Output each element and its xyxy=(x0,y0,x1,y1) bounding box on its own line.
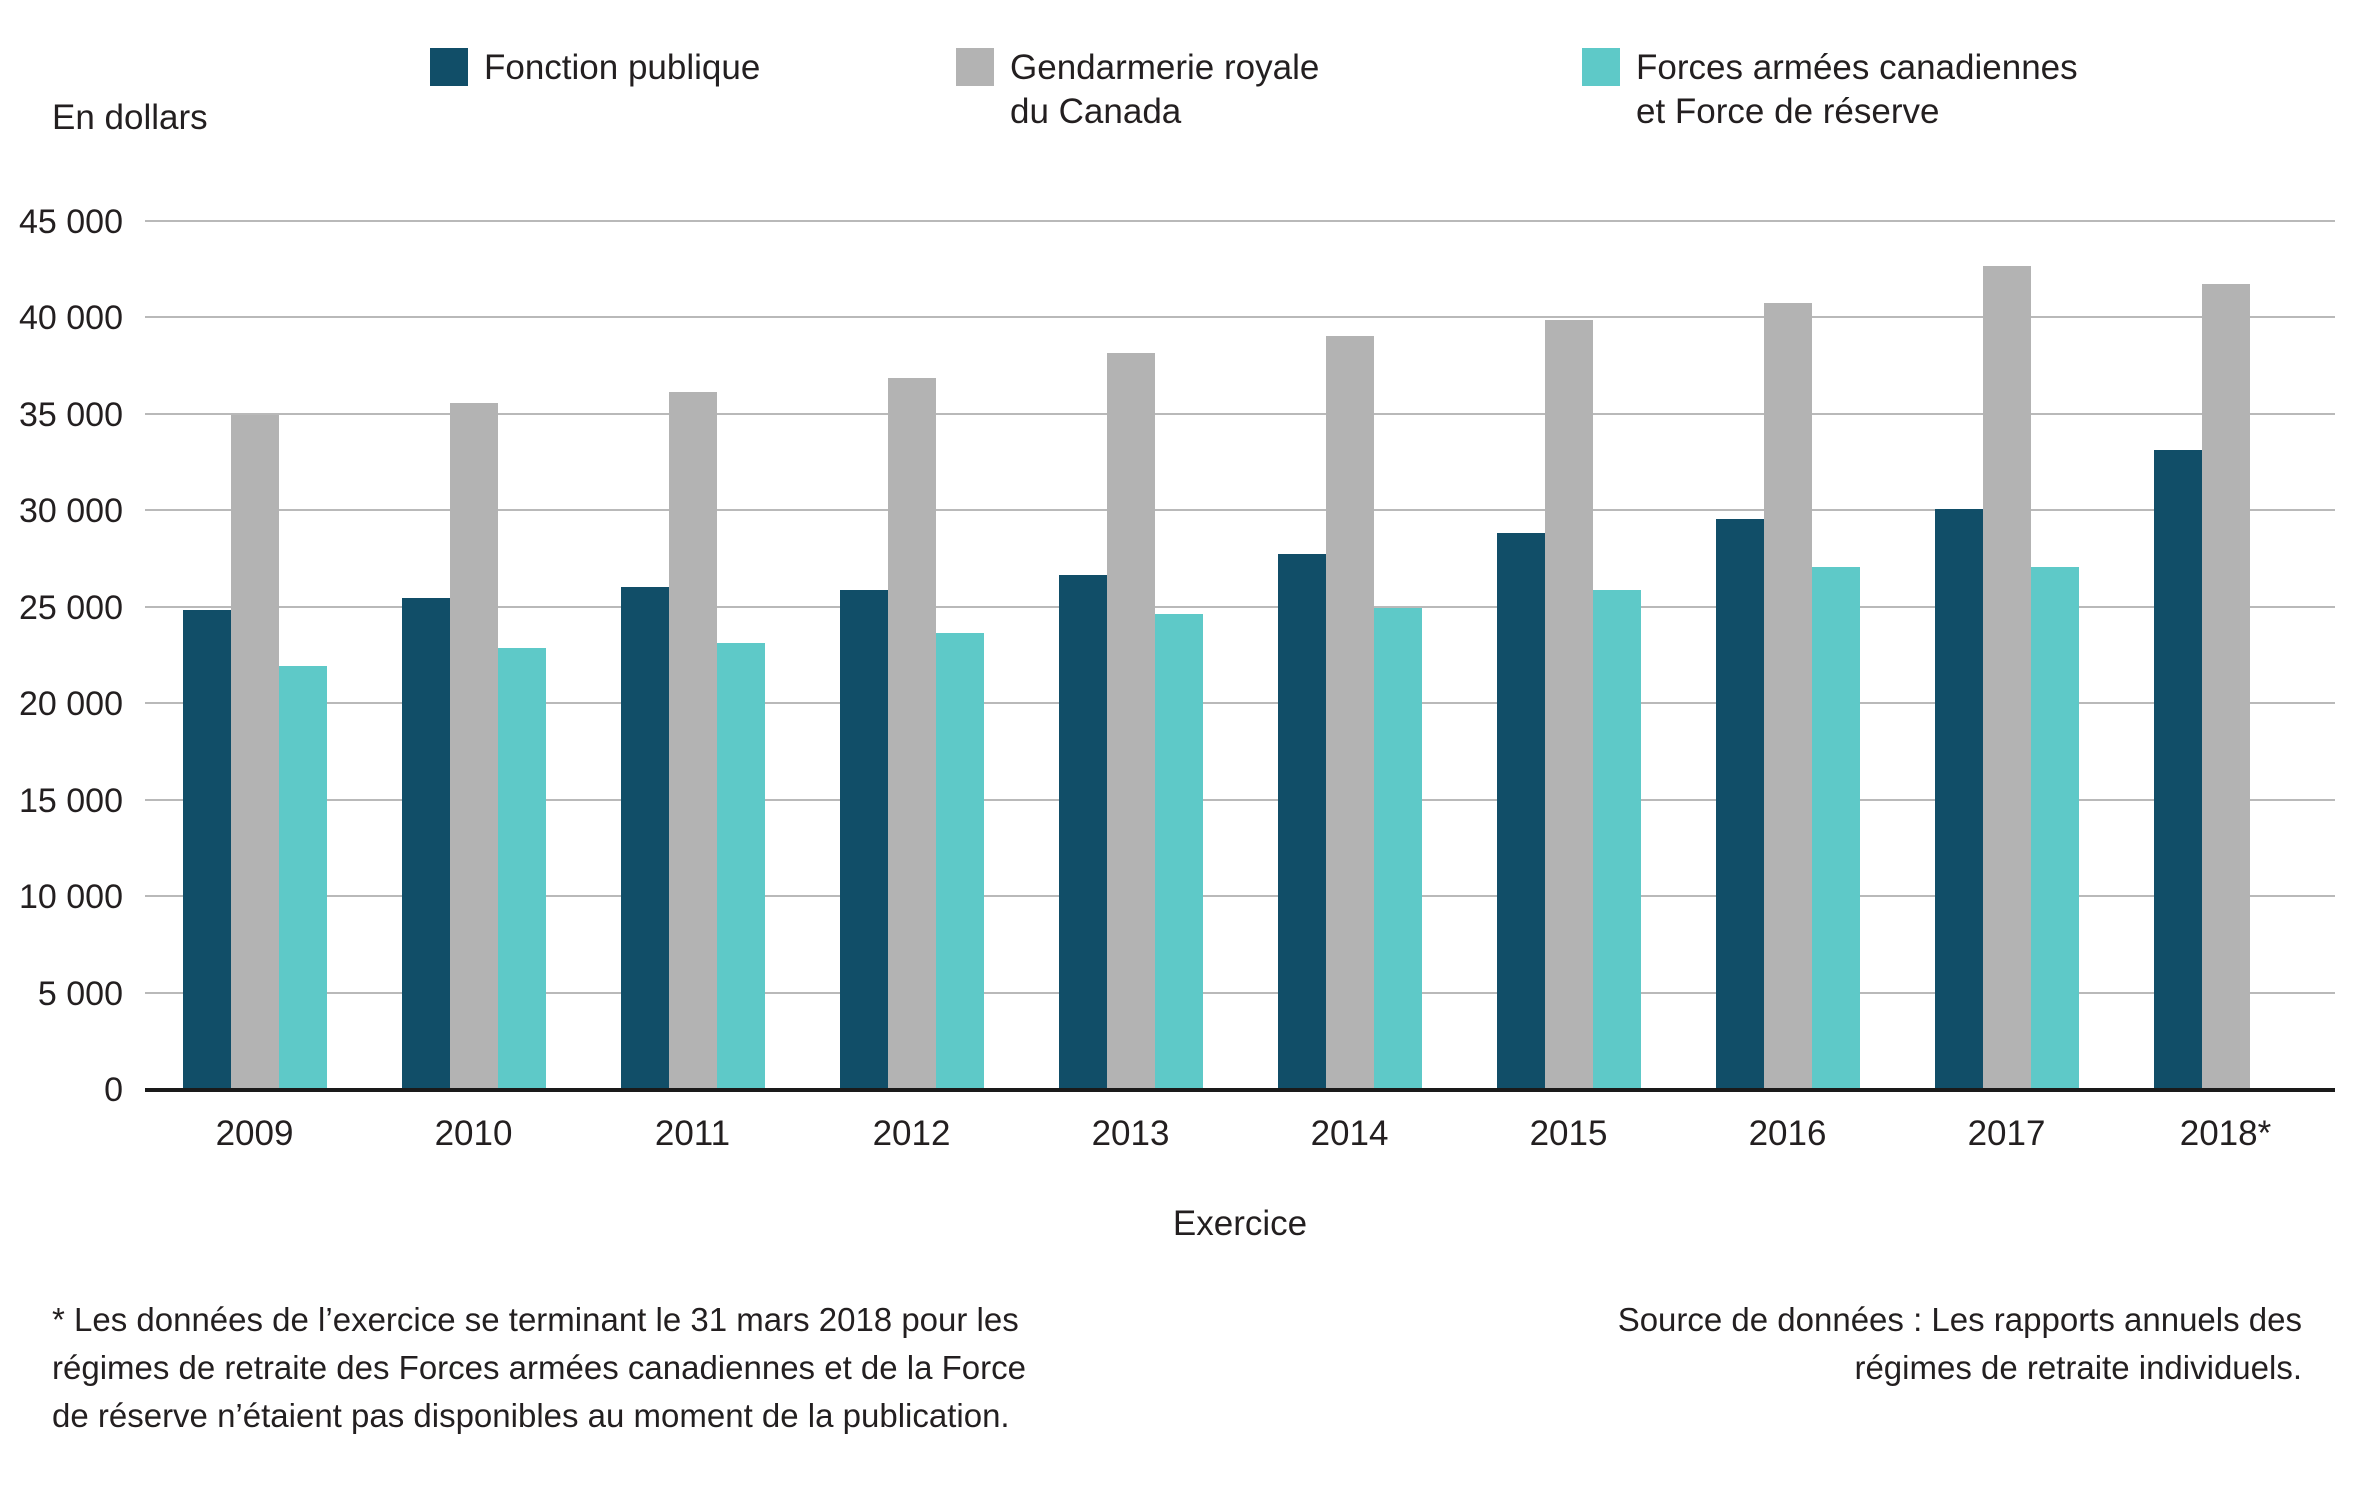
gridline xyxy=(145,991,2335,994)
x-tick-label: 2009 xyxy=(215,1114,294,1153)
bar xyxy=(497,648,546,1090)
legend-label: Fonction publique xyxy=(484,48,761,87)
x-tick-label: 2010 xyxy=(434,1114,513,1153)
y-tick-label: 30 000 xyxy=(19,492,123,531)
bar-group-2016 xyxy=(1715,222,1860,1090)
bar-group-2015 xyxy=(1496,222,1641,1090)
y-tick-label: 5 000 xyxy=(37,974,123,1013)
bar-group-2010 xyxy=(401,222,546,1090)
bar xyxy=(1934,509,1983,1090)
x-axis-line xyxy=(145,1088,2335,1092)
gridline xyxy=(145,412,2335,415)
bar xyxy=(887,378,936,1090)
bar xyxy=(401,598,450,1090)
gridline xyxy=(145,220,2335,222)
bar xyxy=(1058,575,1107,1090)
legend-swatch-fonction-publique xyxy=(430,48,468,86)
x-tick-label: 2016 xyxy=(1748,1114,1827,1153)
x-tick-label: 2015 xyxy=(1529,1114,1608,1153)
plot-area: 45 000 40 000 35 000 30 000 25 000 20 000 15 0… xyxy=(19,205,2335,1107)
bar xyxy=(620,586,669,1090)
bar-group-2018 xyxy=(2153,222,2298,1090)
legend-item-fonction-publique: Fonction publique xyxy=(430,46,760,90)
gridline xyxy=(145,605,2335,608)
x-tick-label: 2013 xyxy=(1091,1114,1170,1153)
bar xyxy=(1982,266,2031,1090)
y-tick-label: 20 000 xyxy=(19,685,123,724)
legend-item-forces-armees: Forces armées canadiennes et Force de ré… xyxy=(1582,46,2078,134)
bar-group-2013 xyxy=(1058,222,1203,1090)
bar xyxy=(1592,590,1641,1090)
x-axis-title: Exercice xyxy=(1172,1204,1308,1243)
legend-label: Forces armées canadiennes et Force de ré… xyxy=(1636,48,2078,131)
gridline xyxy=(145,895,2335,898)
bar xyxy=(182,609,231,1090)
legend-swatch-forces-armees xyxy=(1582,48,1620,86)
bar xyxy=(668,391,717,1090)
y-axis-title: En dollars xyxy=(52,98,208,137)
bar-groups xyxy=(145,222,2335,1090)
gridline xyxy=(145,702,2335,705)
legend-item-gendarmerie-royale: Gendarmerie royale du Canada xyxy=(956,46,1319,134)
gridline xyxy=(145,798,2335,801)
x-tick-label: 2011 xyxy=(654,1114,731,1153)
legend-swatch-gendarmerie-royale xyxy=(956,48,994,86)
x-axis-labels: 2009 2010 2011 2012 2013 2014 2015 2016 2017 2018… xyxy=(145,1114,2335,1154)
bar xyxy=(1763,303,1812,1090)
x-tick-label: 2012 xyxy=(872,1114,951,1153)
bar xyxy=(1811,567,1860,1090)
bar xyxy=(230,414,279,1090)
y-tick-label: 35 000 xyxy=(19,395,123,434)
bar xyxy=(1544,320,1593,1090)
y-tick-label: 45 000 xyxy=(19,203,123,241)
bar xyxy=(1496,532,1545,1090)
bar xyxy=(449,403,498,1090)
footnote: * Les données de l’exercice se terminant… xyxy=(52,1301,1026,1434)
bar-group-2014 xyxy=(1277,222,1422,1090)
x-tick-label: 2014 xyxy=(1310,1114,1389,1153)
bar-group-2011 xyxy=(620,222,765,1090)
bar xyxy=(1325,335,1374,1090)
y-tick-label: 15 000 xyxy=(19,781,123,820)
bar xyxy=(1277,553,1326,1090)
bar-group-2017 xyxy=(1934,222,2079,1090)
y-tick-label: 0 xyxy=(104,1071,123,1109)
bar xyxy=(839,590,888,1090)
x-tick-label: 2018* xyxy=(2179,1114,2272,1153)
source-note: Source de données : Les rapports annuels… xyxy=(1617,1301,2302,1386)
y-tick-label: 25 000 xyxy=(19,588,123,627)
bar xyxy=(2030,567,2079,1090)
gridline xyxy=(145,509,2335,512)
bar xyxy=(716,642,765,1090)
bar xyxy=(278,665,327,1090)
legend-label: Gendarmerie royale du Canada xyxy=(1010,48,1320,131)
bar xyxy=(935,632,984,1090)
gridline xyxy=(145,316,2335,319)
bar xyxy=(1154,613,1203,1090)
bar xyxy=(1715,519,1764,1090)
y-tick-label: 40 000 xyxy=(19,299,123,338)
bar xyxy=(1373,607,1422,1090)
bar-group-2009 xyxy=(182,222,327,1090)
bar-group-2012 xyxy=(839,222,984,1090)
bar xyxy=(2153,449,2202,1090)
y-tick-label: 10 000 xyxy=(19,878,123,917)
bar xyxy=(2201,283,2250,1090)
bar xyxy=(1106,353,1155,1090)
x-tick-label: 2017 xyxy=(1967,1114,2046,1153)
